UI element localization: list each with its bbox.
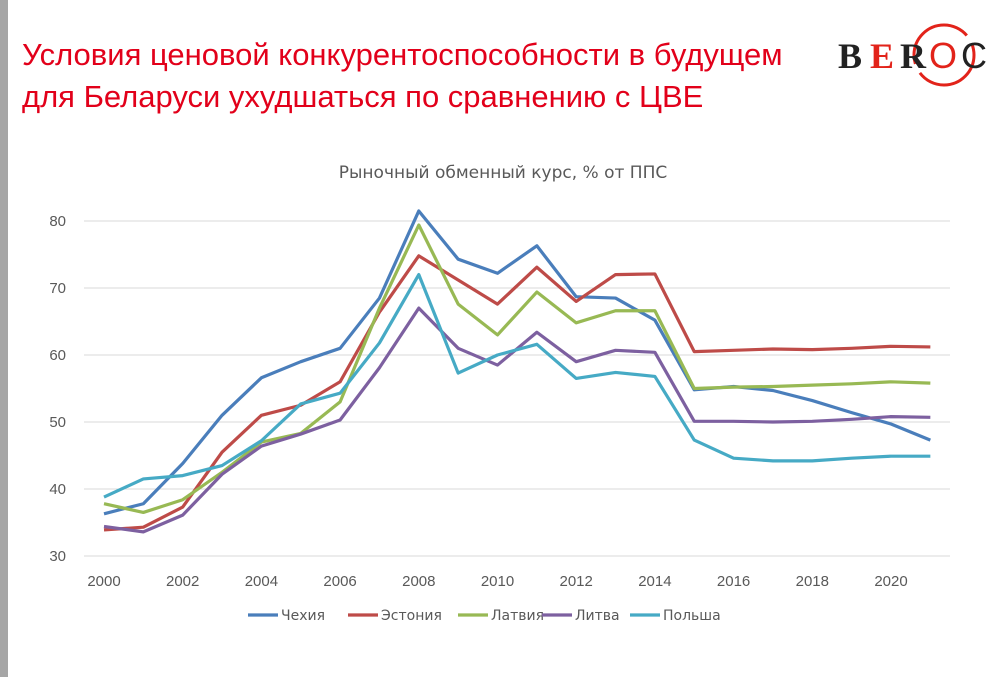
title-line-1: Условия ценовой конкурентоспособности в …: [22, 37, 783, 72]
series-line-Польша: [103, 273, 931, 499]
svg-text:E: E: [870, 36, 894, 76]
beroc-logo: B E R O C: [838, 23, 987, 87]
legend-label: Латвия: [491, 608, 544, 624]
svg-text:O: O: [929, 35, 957, 76]
legend-label: Польша: [663, 608, 721, 624]
slide-title: Условия ценовой конкурентоспособности в …: [22, 34, 783, 118]
y-tick-label: 60: [49, 347, 66, 364]
x-tick-label: 2010: [481, 573, 514, 590]
y-tick-label: 70: [49, 280, 66, 297]
series-line-Литва: [103, 306, 931, 534]
x-tick-label: 2000: [87, 573, 120, 590]
legend-label: Литва: [575, 608, 620, 624]
x-tick-label: 2008: [402, 573, 435, 590]
y-tick-label: 40: [49, 481, 66, 498]
x-tick-label: 2004: [245, 573, 278, 590]
x-tick-label: 2006: [323, 573, 356, 590]
x-tick-label: 2020: [874, 573, 907, 590]
x-tick-label: 2016: [717, 573, 750, 590]
legend-label: Чехия: [281, 608, 325, 624]
chart-title: Рыночный обменный курс, % от ППС: [339, 163, 667, 183]
y-tick-label: 30: [49, 548, 66, 565]
series-line-Эстония: [103, 254, 931, 532]
series-line-Латвия: [103, 223, 931, 515]
x-tick-label: 2002: [166, 573, 199, 590]
legend-label: Эстония: [381, 608, 442, 624]
svg-text:B: B: [838, 36, 868, 76]
y-tick-label: 80: [49, 213, 66, 230]
x-tick-label: 2018: [796, 573, 829, 590]
y-tick-label: 50: [49, 414, 66, 431]
svg-text:R: R: [900, 36, 927, 76]
title-line-2: для Беларуси ухудшаться по сравнению с Ц…: [22, 79, 704, 114]
x-tick-label: 2014: [638, 573, 671, 590]
series-line-Чехия: [103, 209, 931, 516]
left-edge-bar: [0, 0, 8, 677]
svg-text:C: C: [961, 35, 987, 76]
x-tick-label: 2012: [560, 573, 593, 590]
